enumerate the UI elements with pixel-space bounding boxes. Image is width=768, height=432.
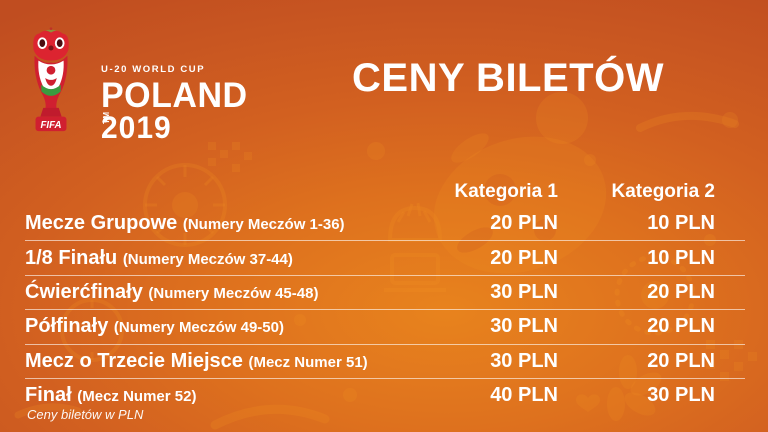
tournament-logo: FIFA TM U-20 WORLD CUP POLAND 2019 xyxy=(22,20,247,143)
fifa-wordmark: FIFA xyxy=(41,120,62,131)
table-row: Półfinały (Numery Meczów 49-50) 30 PLN 2… xyxy=(25,310,745,345)
row-price-category-1: 30 PLN xyxy=(490,349,558,372)
trophy-emblem-icon: FIFA xyxy=(33,27,69,131)
row-price-category-1: 40 PLN xyxy=(490,384,558,407)
row-match-numbers: (Mecz Numer 51) xyxy=(248,353,368,371)
row-label: Mecz o Trzecie Miejsce xyxy=(25,349,243,372)
row-price-category-2: 20 PLN xyxy=(647,280,715,303)
row-price-category-2: 10 PLN xyxy=(647,246,715,269)
table-row: Mecz o Trzecie Miejsce (Mecz Numer 51) 3… xyxy=(25,345,745,379)
column-header-kategoria-2: Kategoria 2 xyxy=(611,180,715,202)
host-country: POLAND xyxy=(101,75,248,115)
row-label: Finał xyxy=(25,384,72,407)
ticket-price-table: Kategoria 1 Kategoria 2 Mecze Grupowe (N… xyxy=(25,176,745,412)
table-row: Mecze Grupowe (Numery Meczów 1-36) 20 PL… xyxy=(25,207,745,242)
row-price-category-1: 30 PLN xyxy=(490,315,558,338)
table-header-row: Kategoria 1 Kategoria 2 xyxy=(25,176,745,207)
column-header-kategoria-1: Kategoria 1 xyxy=(454,180,558,202)
table-row: 1/8 Finału (Numery Meczów 37-44) 20 PLN … xyxy=(25,241,745,276)
competition-name: U-20 WORLD CUP xyxy=(101,64,206,75)
row-price-category-2: 20 PLN xyxy=(647,315,715,338)
row-price-category-2: 20 PLN xyxy=(647,349,715,372)
table-body: Mecze Grupowe (Numery Meczów 1-36) 20 PL… xyxy=(25,207,745,412)
row-price-category-2: 10 PLN xyxy=(647,212,715,235)
row-match-numbers: (Numery Meczów 1-36) xyxy=(182,216,345,234)
row-price-category-1: 20 PLN xyxy=(490,212,558,235)
table-row: Ćwierćfinały (Numery Meczów 45-48) 30 PL… xyxy=(25,276,745,311)
row-match-numbers: (Numery Meczów 49-50) xyxy=(113,319,284,337)
row-match-numbers: (Numery Meczów 37-44) xyxy=(122,250,293,268)
row-label: Ćwierćfinały xyxy=(25,280,143,303)
row-price-category-2: 30 PLN xyxy=(647,384,715,407)
row-match-numbers: (Mecz Numer 52) xyxy=(77,388,197,406)
row-match-numbers: (Numery Meczów 45-48) xyxy=(148,284,319,302)
row-label: Mecze Grupowe xyxy=(25,212,178,235)
row-label: Półfinały xyxy=(25,315,109,338)
page-title: CENY BILETÓW xyxy=(352,56,664,100)
table-row: Finał (Mecz Numer 52) 40 PLN 30 PLN xyxy=(25,379,745,412)
tournament-year: 2019 xyxy=(101,110,172,145)
logo-text-block: U-20 WORLD CUP POLAND 2019 xyxy=(101,65,248,143)
row-price-category-1: 20 PLN xyxy=(490,246,558,269)
price-footnote: Ceny biletów w PLN xyxy=(27,407,144,422)
row-price-category-1: 30 PLN xyxy=(490,280,558,303)
row-label: 1/8 Finału xyxy=(25,246,118,269)
